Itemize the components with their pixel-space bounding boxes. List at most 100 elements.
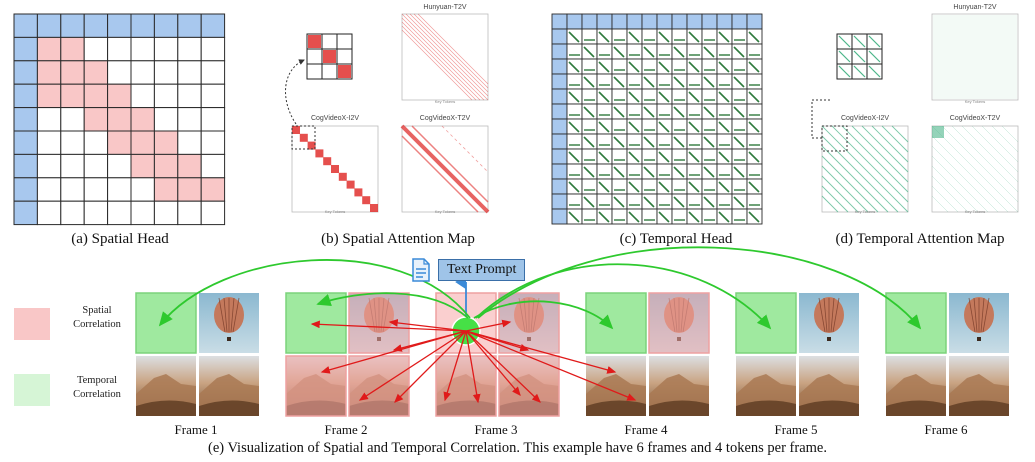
foreground-terrain (136, 400, 196, 416)
grid-cell (551, 193, 568, 210)
temporal-link (673, 136, 685, 148)
grid-cell (731, 178, 748, 195)
grid-cell (200, 36, 226, 62)
grid-cell (596, 163, 613, 180)
temporal-stripe (931, 125, 1019, 213)
temporal-link (658, 211, 670, 223)
cell-outline (498, 292, 560, 354)
grid-cell (107, 153, 132, 179)
foreground-terrain (586, 400, 646, 416)
temporal-link (733, 106, 745, 118)
grid-cell (107, 36, 132, 62)
attention-block (370, 204, 378, 212)
spatial-arrow (320, 330, 467, 374)
grid-cell (83, 130, 109, 155)
temporal-link (748, 121, 760, 133)
grid-cell (596, 73, 613, 90)
legend-spatial-line2: Correlation (73, 319, 121, 330)
temporal-link (673, 46, 685, 58)
grid-cell (581, 208, 598, 225)
grid-cell (716, 133, 733, 150)
grid-cell (177, 200, 202, 226)
temporal-stripe (941, 125, 1019, 203)
temporal-link (583, 136, 595, 148)
temporal-link (718, 91, 730, 103)
spatial-arrow (443, 330, 467, 402)
attention-block (323, 157, 332, 166)
grid-cell (581, 13, 598, 30)
temporal-link (733, 46, 745, 58)
balloon-gore (968, 297, 976, 333)
grid-cell (13, 107, 38, 132)
grid-cell (656, 13, 673, 30)
grid-cell (153, 200, 179, 226)
grid-cell (83, 13, 109, 38)
grid-cell (566, 133, 583, 150)
grid-cell (701, 28, 718, 45)
temporal-link (748, 151, 760, 163)
temporal-link (658, 91, 670, 103)
foreground-terrain (949, 400, 1009, 416)
grid-cell (200, 13, 226, 38)
temporal-stripe (821, 135, 899, 213)
grid-cell (701, 208, 718, 225)
grid-cell (551, 13, 568, 30)
temporal-stripe (931, 165, 979, 213)
temporal-link (703, 196, 715, 208)
grid-cell (13, 83, 38, 109)
temporal-link (613, 46, 625, 58)
grid-cell (60, 130, 85, 155)
zoom-diagonal-block (338, 65, 351, 78)
grid-cell (701, 58, 718, 75)
attention-fill (933, 15, 1017, 99)
temporal-link (688, 121, 700, 133)
grid-cell (60, 200, 85, 226)
grid-cell (36, 130, 62, 155)
grid-cell (200, 60, 226, 85)
zoom-diagonal-line (853, 65, 866, 78)
grid-cell (13, 153, 38, 179)
grid-cell (746, 163, 763, 180)
zoom-cell (321, 33, 338, 50)
caption-temporal-head: (c) Temporal Head (619, 231, 733, 247)
grid-cell (13, 130, 38, 155)
temporal-link (658, 31, 670, 43)
frame-label: Frame 6 (924, 422, 968, 437)
grid-cell (200, 177, 226, 202)
legend-spatial-line1: Spatial (82, 305, 112, 316)
grid-cell (611, 28, 628, 45)
temporal-link (688, 61, 700, 73)
map-title-hunyuan-spatial: Hunyuan-T2V (423, 4, 467, 11)
grid-cell (716, 13, 733, 30)
spatial-arrow (465, 330, 541, 403)
grid-cell (671, 28, 688, 45)
grid-cell (177, 60, 202, 85)
caption-temporal-attention-map: (d) Temporal Attention Map (835, 231, 1005, 247)
grid-cell (701, 178, 718, 195)
grid-cell (746, 133, 763, 150)
grid-cell (551, 73, 568, 90)
temporal-link (583, 106, 595, 118)
grid-cell (566, 193, 583, 210)
grid-cell (671, 88, 688, 105)
grid-cell (551, 28, 568, 45)
temporal-link (628, 121, 640, 133)
grid-cell (731, 58, 748, 75)
zoom-diagonal-line (853, 50, 866, 63)
temporal-link (598, 61, 610, 73)
grid-cell (153, 60, 179, 85)
legend-temporal-line2: Correlation (73, 389, 121, 400)
grid-cell (566, 43, 583, 60)
attention-band (401, 13, 489, 101)
temporal-link (718, 181, 730, 193)
spatial-overlay (499, 356, 559, 416)
temporal-stripe (931, 155, 989, 213)
caption-visualization: (e) Visualization of Spatial and Tempora… (207, 440, 827, 456)
temporal-link (613, 136, 625, 148)
temporal-stripe (821, 125, 909, 213)
grid-cell (626, 193, 643, 210)
balloon-gore (818, 297, 826, 333)
grid-cell (626, 133, 643, 150)
balloon-gore (232, 297, 240, 333)
grid-cell (177, 130, 202, 155)
